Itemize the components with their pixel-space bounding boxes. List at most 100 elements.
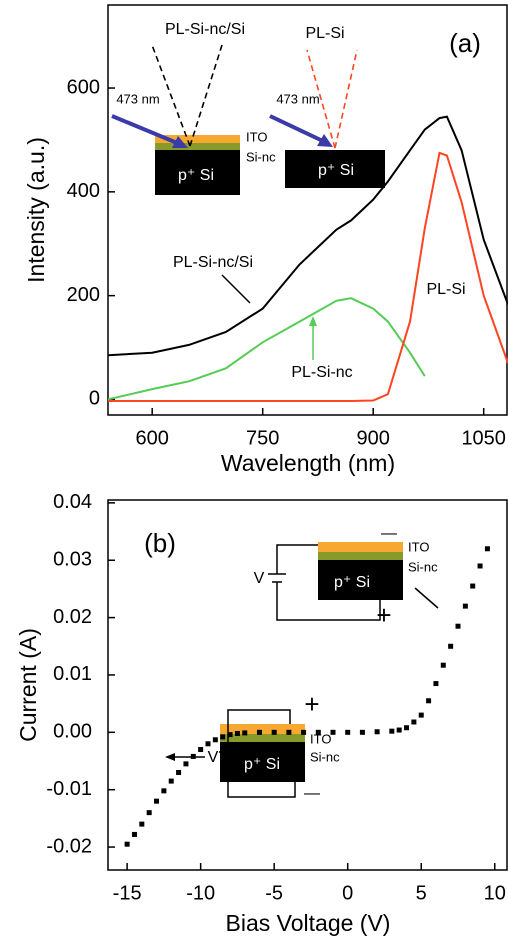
annotation: PL-Si-nc/Si — [165, 21, 245, 38]
data-point — [256, 729, 262, 735]
x-axis-title: Bias Voltage (V) — [226, 910, 391, 936]
plot-frame — [107, 4, 508, 416]
inset-b1 — [268, 542, 439, 621]
data-point — [139, 821, 145, 827]
data-point — [345, 729, 351, 735]
annotation: Si-nc — [310, 749, 340, 764]
plot-frame — [107, 499, 508, 871]
data-point — [198, 747, 204, 753]
data-point — [330, 729, 336, 735]
annotation: + — [376, 600, 391, 630]
data-point — [301, 729, 307, 735]
data-point — [470, 583, 476, 589]
series-label: PL-Si — [426, 281, 465, 298]
series-label: PL-Si-nc/Si — [173, 254, 253, 271]
series-line — [108, 151, 508, 402]
y-axis-title: Current (A) — [15, 628, 41, 742]
data-point — [426, 698, 432, 704]
y-tick-label: 200 — [67, 284, 100, 306]
y-tick-label: 0 — [89, 388, 100, 410]
y-tick-label: 0.03 — [53, 549, 92, 571]
x-tick-label: 5 — [416, 882, 427, 904]
annotation: p⁺ Si — [318, 162, 354, 179]
annotation: ITO — [246, 129, 267, 144]
x-tick-label: -10 — [186, 882, 215, 904]
data-point — [190, 753, 196, 759]
annotation: + — [304, 689, 319, 719]
data-point — [418, 712, 424, 718]
data-point — [212, 737, 218, 743]
annotation: V — [254, 570, 265, 587]
y-axis-title: Intensity (a.u.) — [23, 137, 49, 283]
data-point — [315, 729, 321, 735]
y-tick-label: 600 — [67, 76, 100, 98]
y-tick-label: 0.01 — [53, 663, 92, 685]
data-point — [389, 728, 395, 734]
data-point — [161, 788, 167, 794]
data-point — [242, 730, 248, 736]
data-point — [183, 761, 189, 767]
y-tick-label: 0.00 — [53, 721, 92, 743]
data-point — [484, 546, 490, 552]
data-point — [227, 732, 233, 738]
y-tick-label: -0.02 — [46, 835, 92, 857]
data-point — [477, 563, 483, 569]
data-point — [234, 730, 240, 736]
x-tick-label: -15 — [113, 882, 142, 904]
data-point — [359, 729, 365, 735]
data-point — [271, 729, 277, 735]
y-tick-label: 0.04 — [53, 491, 92, 513]
data-point — [374, 729, 380, 735]
data-point — [440, 662, 446, 668]
annotation: ITO — [310, 731, 331, 746]
annotation: 473 nm — [276, 91, 319, 106]
y-tick-label: -0.01 — [46, 778, 92, 800]
annotation: 473 nm — [116, 91, 159, 106]
data-point — [220, 734, 226, 740]
annotation: p⁺ Si — [244, 756, 280, 773]
panel-label: (a) — [449, 28, 481, 58]
data-point — [404, 725, 410, 731]
annotation: V — [208, 749, 219, 766]
x-tick-label: 0 — [342, 882, 353, 904]
annotation: — — [381, 525, 397, 542]
series-line — [108, 297, 426, 401]
data-point — [396, 727, 402, 733]
y-tick-label: 0.02 — [53, 606, 92, 628]
x-tick-label: -5 — [265, 882, 283, 904]
data-point — [411, 719, 417, 725]
data-point — [131, 831, 137, 837]
annotation: — — [304, 785, 320, 802]
data-point — [124, 841, 130, 847]
x-tick-label: 10 — [484, 882, 506, 904]
series-arrows — [221, 274, 317, 360]
data-point — [176, 769, 182, 775]
data-point — [168, 778, 174, 784]
inset-a2 — [269, 49, 385, 188]
inset-a1 — [111, 44, 240, 195]
data-point — [286, 729, 292, 735]
annotation: p⁺ Si — [334, 574, 370, 591]
data-point — [455, 623, 461, 629]
annotation: PL-Si — [305, 25, 344, 42]
data-point — [433, 681, 439, 687]
x-tick-label: 750 — [246, 427, 279, 449]
data-point — [448, 643, 454, 649]
annotation: ITO — [408, 539, 429, 554]
x-axis-title: Wavelength (nm) — [221, 450, 395, 476]
data-point — [205, 741, 211, 747]
data-point — [146, 810, 152, 816]
data-point — [462, 603, 468, 609]
panel-label: (b) — [144, 528, 176, 558]
series-label: PL-Si-nc — [291, 364, 352, 381]
series-line — [108, 115, 508, 357]
data-point — [154, 798, 160, 804]
inset-b2 — [165, 709, 305, 798]
x-tick-label: 1050 — [461, 427, 506, 449]
y-tick-label: 400 — [67, 180, 100, 202]
annotation: Si-nc — [246, 149, 276, 164]
annotation: p⁺ Si — [178, 167, 214, 184]
x-tick-label: 600 — [136, 427, 169, 449]
x-tick-label: 900 — [357, 427, 390, 449]
